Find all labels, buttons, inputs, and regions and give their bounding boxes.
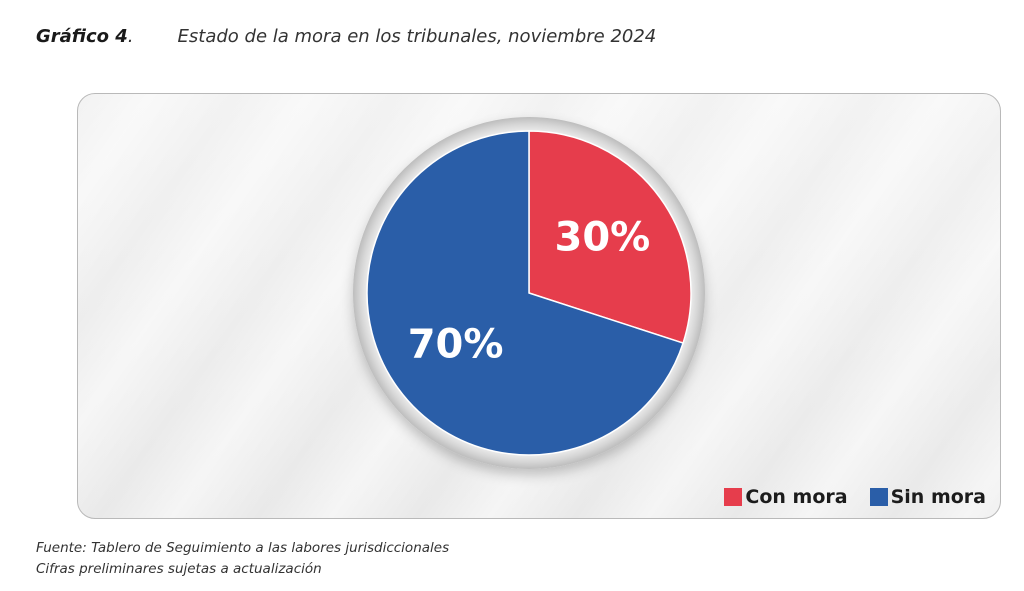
source-note: Fuente: Tablero de Seguimiento a las lab… <box>36 540 450 556</box>
legend-swatch-con-mora <box>724 488 743 506</box>
chart-panel: 30% 70% Con mora Sin mora <box>77 93 1001 519</box>
preliminary-note: Cifras preliminares sujetas a actualizac… <box>36 561 322 577</box>
pie-label-sin-mora: 70% <box>408 321 504 367</box>
legend-label-con-mora: Con mora <box>745 486 848 508</box>
legend-item-sin-mora: Sin mora <box>869 486 986 508</box>
chart-caption: Gráfico 4. Estado de la mora en los tribu… <box>36 26 656 47</box>
caption-dot: . <box>127 26 134 47</box>
chart-title: Estado de la mora en los tribunales, nov… <box>177 26 657 47</box>
figure-number: Gráfico 4 <box>36 26 128 47</box>
pie-slices <box>366 130 692 456</box>
chart-legend: Con mora Sin mora <box>724 486 986 508</box>
pie-label-con-mora: 30% <box>555 215 651 261</box>
pie-slice-sin-mora <box>366 130 685 456</box>
pie-slice-labels: 30% 70% <box>408 215 651 368</box>
pie-slice-con-mora <box>528 130 692 345</box>
legend-swatch-sin-mora <box>869 488 888 506</box>
legend-item-con-mora: Con mora <box>724 486 848 508</box>
pie-chart: 30% 70% <box>353 117 705 469</box>
legend-label-sin-mora: Sin mora <box>890 486 986 508</box>
chart-footnote: Fuente: Tablero de Seguimiento a las lab… <box>36 538 449 580</box>
